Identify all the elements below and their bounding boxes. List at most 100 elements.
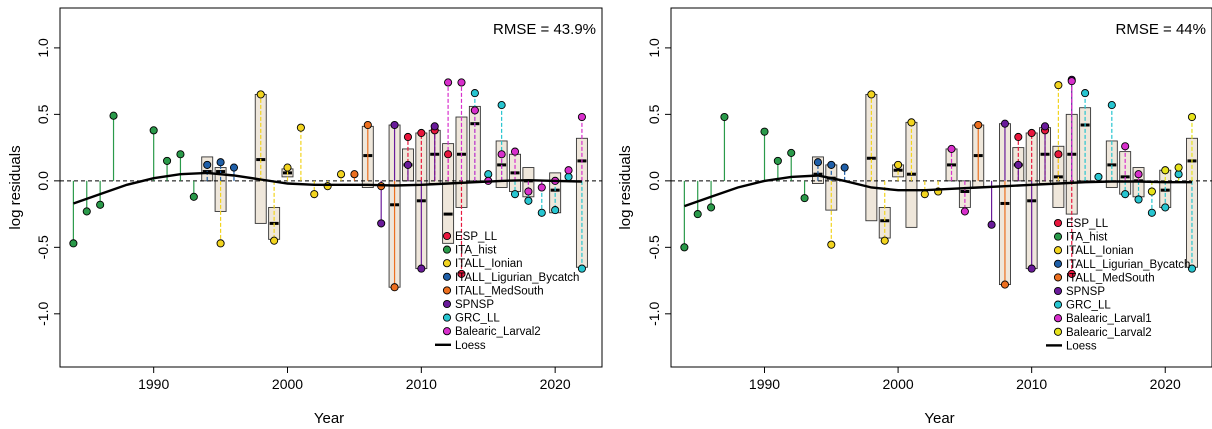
- chart-panel-2: 1990 2000 2010 2020 Year -1.0 -0.5 0.0 0.5 1.0 log…: [617, 7, 1212, 427]
- data-point: [1174, 163, 1183, 172]
- data-point: [720, 112, 729, 122]
- data-point: [444, 78, 453, 87]
- data-point: [1147, 208, 1156, 217]
- data-point: [363, 120, 372, 130]
- data-point: [760, 127, 769, 136]
- data-point: [1014, 132, 1023, 142]
- data-point: [1107, 101, 1116, 110]
- data-point: [109, 111, 118, 120]
- legend-marker: [442, 272, 452, 281]
- data-point: [1040, 122, 1050, 131]
- y-tick-label: -1.0: [35, 302, 51, 326]
- data-point: [1174, 170, 1183, 179]
- data-point: [310, 190, 319, 199]
- data-point: [403, 160, 413, 169]
- data-point: [920, 190, 929, 199]
- data-point: [577, 112, 586, 122]
- x-tick-label: 2020: [1150, 376, 1181, 392]
- data-point: [390, 283, 399, 292]
- data-point: [417, 128, 426, 138]
- legend-label: Balearic_Larval2: [1066, 327, 1152, 339]
- data-point: [1187, 112, 1197, 122]
- data-point: [707, 203, 716, 212]
- y-tick-label: -1.0: [646, 302, 662, 326]
- data-point: [1161, 203, 1170, 212]
- legend-label: ESP_LL: [455, 231, 498, 243]
- data-point: [470, 106, 479, 115]
- data-point: [1067, 269, 1076, 278]
- loess-curve: [73, 171, 582, 205]
- y-tick-label: 0.0: [646, 171, 662, 191]
- data-point: [787, 148, 796, 157]
- data-point: [149, 126, 158, 135]
- y-tick-label: 0.5: [646, 104, 662, 124]
- legend-label: ITALL_Ionian: [455, 258, 523, 270]
- legend-marker: [1053, 286, 1063, 296]
- legend-label: ITALL_Ionian: [1066, 245, 1134, 257]
- legend-label: ITALL_Ligurian_Bycatch: [1066, 259, 1190, 271]
- data-point: [189, 192, 198, 201]
- data-point: [403, 132, 413, 142]
- rmse-annotation: RMSE = 43.9%: [493, 21, 596, 38]
- data-point: [96, 200, 105, 209]
- x-tick-label: 2010: [1016, 376, 1047, 392]
- data-point: [497, 150, 506, 159]
- data-point: [283, 163, 292, 172]
- data-point: [524, 187, 533, 196]
- legend-label: Loess: [1066, 340, 1097, 352]
- x-tick-label: 1990: [138, 376, 169, 392]
- data-point: [840, 163, 849, 172]
- data-point: [484, 170, 493, 179]
- data-point: [693, 210, 702, 219]
- y-axis-label: log residuals: [617, 145, 634, 229]
- data-point: [867, 90, 876, 99]
- data-point: [564, 172, 573, 181]
- data-point: [270, 236, 279, 245]
- data-point: [974, 120, 983, 130]
- x-tick-label: 2020: [540, 376, 571, 392]
- data-point: [800, 194, 809, 203]
- x-tick-label: 1990: [749, 376, 780, 392]
- data-point: [1081, 89, 1090, 98]
- legend-label: Balearic_Larval1: [1066, 313, 1152, 325]
- data-point: [1187, 264, 1197, 273]
- data-point: [1147, 187, 1156, 196]
- data-point: [216, 239, 225, 248]
- legend-marker: [442, 259, 452, 268]
- data-point: [524, 196, 533, 205]
- legend-marker: [1053, 246, 1063, 255]
- plot-frame: [670, 7, 1212, 368]
- data-point: [1000, 119, 1010, 128]
- legend-marker: [442, 286, 452, 295]
- data-point: [551, 206, 560, 215]
- y-axis-label: log residuals: [7, 145, 24, 229]
- data-point: [564, 166, 573, 175]
- legend-marker: [442, 245, 452, 254]
- data-point: [537, 208, 546, 217]
- data-point: [430, 122, 439, 131]
- data-point: [510, 147, 520, 156]
- data-point: [1121, 142, 1130, 151]
- y-tick-label: 0.5: [35, 104, 51, 124]
- data-point: [470, 89, 479, 98]
- data-point: [377, 219, 386, 228]
- legend-label: GRC_LL: [455, 313, 500, 325]
- data-point: [417, 264, 426, 273]
- legend-label: Loess: [455, 340, 486, 352]
- legend-marker: [1053, 327, 1063, 336]
- legend-label: ITA_hist: [455, 245, 497, 257]
- legend-marker: [1053, 273, 1063, 282]
- legend-marker: [1053, 300, 1063, 309]
- data-point: [987, 220, 996, 229]
- legend-label: ITA_hist: [1066, 232, 1108, 244]
- x-tick-label: 2010: [406, 376, 437, 392]
- loess-curve: [684, 174, 1192, 208]
- data-point: [350, 170, 359, 179]
- data-point: [960, 207, 969, 216]
- data-point: [82, 207, 91, 216]
- plot-area: [60, 78, 602, 292]
- y-tick-label: 0.0: [35, 171, 51, 191]
- data-point: [444, 150, 453, 159]
